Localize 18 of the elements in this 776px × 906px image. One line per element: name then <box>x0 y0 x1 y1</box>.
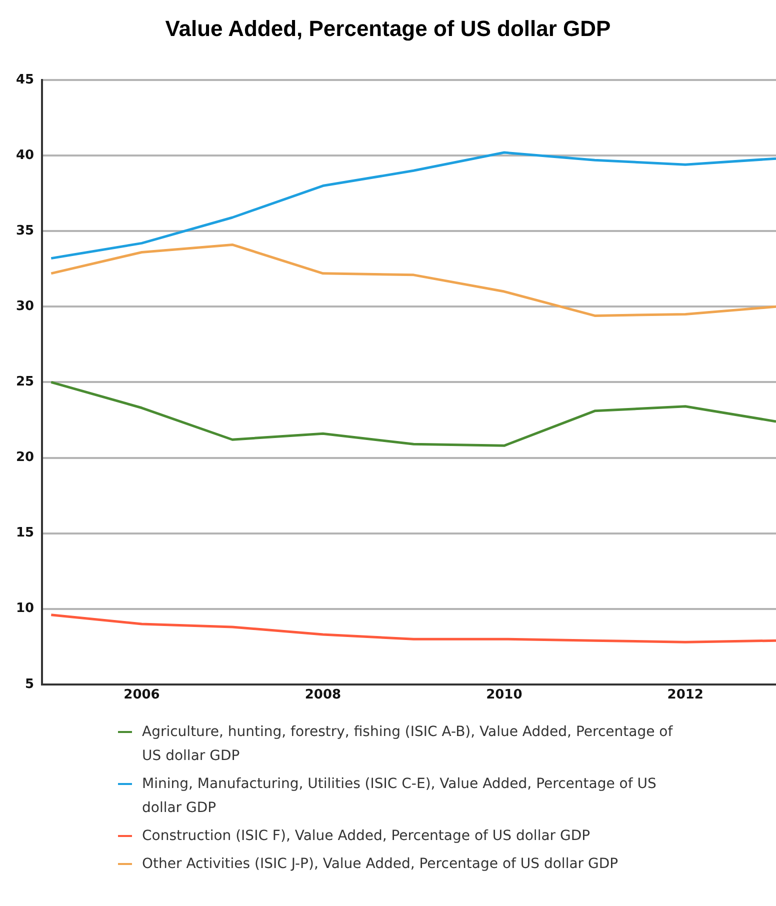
x-tick-label: 2006 <box>124 688 160 703</box>
y-tick-label: 15 <box>16 526 34 541</box>
y-tick-label: 45 <box>16 72 34 88</box>
y-tick-label: 5 <box>25 676 34 692</box>
x-tick-label: 2012 <box>667 688 704 703</box>
legend-label: Agriculture, hunting, forestry, fishing (ISIC A-B), Value Added, Percentage of US dollar GDP <box>142 723 674 766</box>
legend-label: Construction (ISIC F), Value Added, Percentage of US dollar GDP <box>142 827 590 846</box>
chart-title: Value Added, Percentage of US dollar GDP <box>164 16 612 43</box>
x-tick-label: 2008 <box>304 688 342 703</box>
y-tick-label: 30 <box>16 299 34 314</box>
legend-label: Mining, Manufacturing, Utilities (ISIC C-E), Value Added, Percentage of US dollar GDP <box>142 775 658 818</box>
legend-label: Other Activities (ISIC J-P), Value Added, Percentage of US dollar GDP <box>142 855 618 874</box>
x-tick-label: 2010 <box>486 688 522 703</box>
y-tick-label: 20 <box>16 450 34 466</box>
y-tick-label: 35 <box>16 223 34 238</box>
y-tick-label: 40 <box>16 148 34 163</box>
y-tick-label: 10 <box>16 601 34 616</box>
y-tick-label: 25 <box>16 374 34 390</box>
